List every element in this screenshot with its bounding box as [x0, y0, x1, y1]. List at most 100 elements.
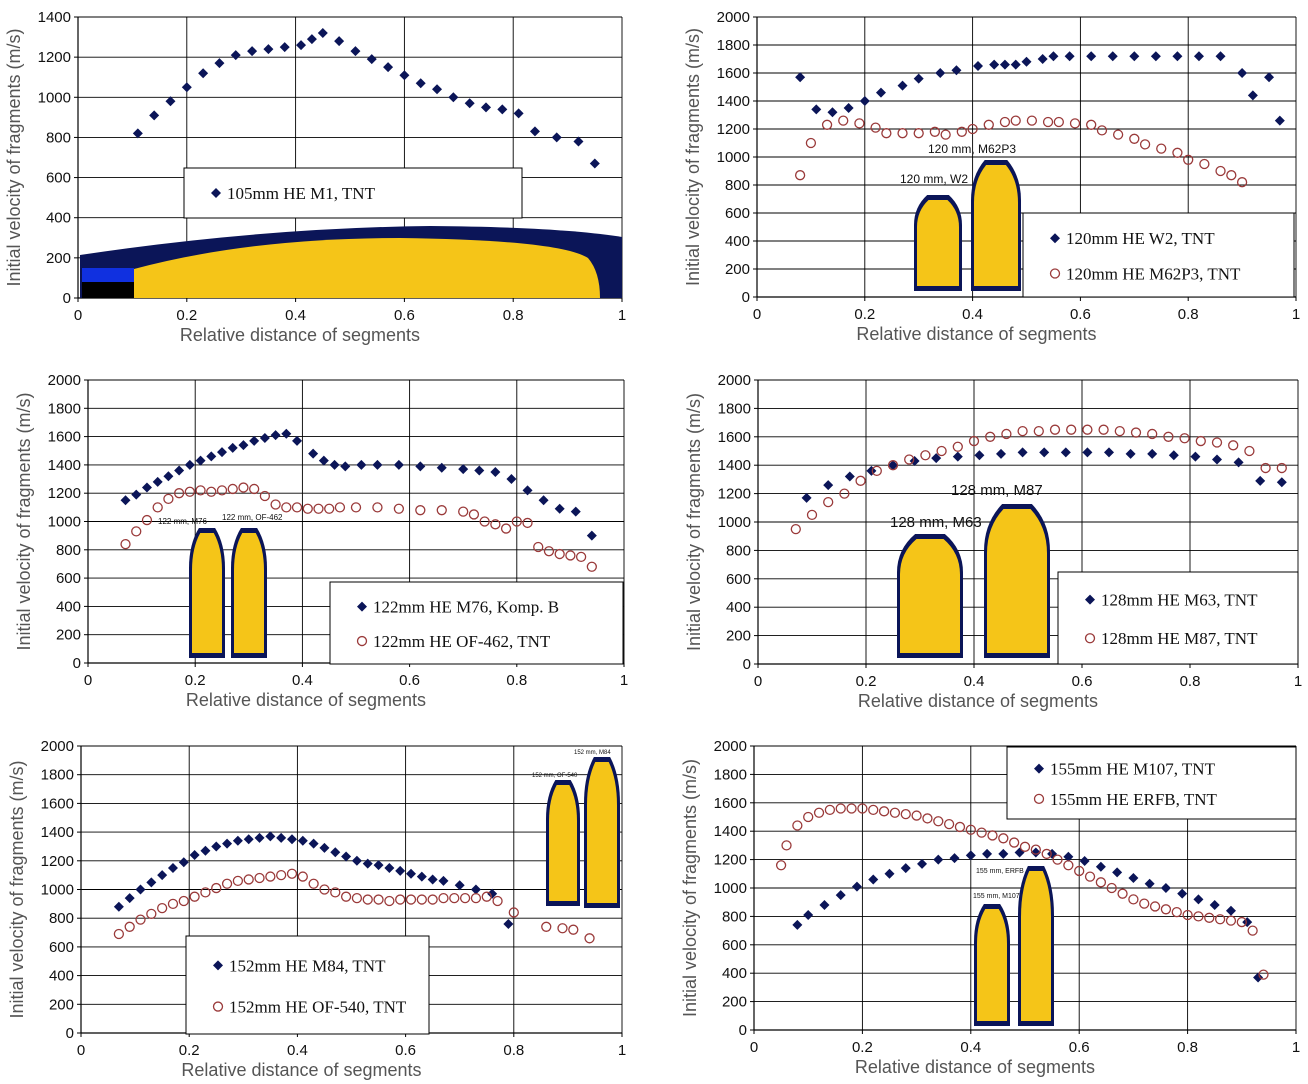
data-point-circle [871, 465, 882, 477]
x-tick-label: 1 [618, 307, 626, 324]
data-point-circle [362, 894, 373, 905]
x-tick-label: 1 [618, 1042, 626, 1059]
x-axis-label: Relative distance of segments [855, 1057, 1095, 1077]
shell-label: 128 mm, M63 [890, 514, 982, 531]
legend-box [1057, 571, 1299, 665]
data-point-diamond [803, 909, 814, 920]
data-point-diamond [1237, 68, 1248, 78]
data-point-circle [1052, 854, 1063, 865]
data-point-diamond [334, 36, 345, 47]
data-point-circle [541, 921, 552, 932]
data-point-circle [393, 503, 405, 514]
data-point-circle [195, 485, 206, 496]
x-tick-label: 0.4 [287, 1042, 308, 1059]
data-point-diamond [1150, 51, 1161, 62]
data-point-circle [854, 118, 865, 129]
data-point-diamond [1048, 51, 1059, 62]
data-point-circle [1195, 435, 1206, 447]
series-2 [120, 482, 597, 572]
series-1 [795, 51, 1285, 126]
data-point-diamond [243, 834, 254, 845]
shell-filling [192, 533, 222, 653]
chart-panel-5: 0 0.2 0.4 0.6 0.8 1 0 200 400 600 800 1000 1200 1400 1… [7, 738, 626, 1080]
data-point-diamond [227, 442, 238, 453]
data-point-circle [1236, 916, 1247, 928]
legend: 155mm HE M107, TNT 155mm HE ERFB, TNT [1006, 746, 1297, 820]
data-point-diamond [470, 884, 481, 895]
data-point-diamond [181, 82, 192, 93]
data-point-diamond [1193, 51, 1204, 62]
series-1 [113, 831, 514, 929]
y-tick-label: 1000 [38, 89, 71, 106]
y-tick-label: 200 [726, 628, 751, 645]
data-point-diamond [292, 435, 303, 446]
data-point-circle [1041, 848, 1052, 860]
data-point-diamond [551, 132, 562, 143]
data-point-diamond [249, 435, 260, 446]
y-tick-label: 2000 [48, 372, 81, 389]
data-point-diamond [1225, 905, 1236, 916]
y-axis-label: Initial velocity of fragments (m/s) [7, 760, 27, 1018]
y-tick-label: 1400 [38, 9, 71, 26]
data-point-circle [1086, 119, 1097, 130]
y-tick-label: 2000 [714, 738, 747, 755]
data-point-diamond [340, 461, 351, 472]
data-point-diamond [308, 448, 319, 459]
data-point-circle [575, 551, 587, 563]
legend-label: 122mm HE OF-462, TNT [373, 632, 551, 651]
data-point-diamond [1193, 894, 1204, 905]
y-tick-label: 0 [73, 655, 81, 672]
data-point-circle [1193, 911, 1204, 922]
data-point-diamond [146, 877, 157, 888]
data-point-diamond [254, 832, 265, 843]
legend-label: 128mm HE M87, TNT [1101, 629, 1258, 648]
data-point-diamond [1255, 475, 1266, 486]
data-point-diamond [319, 842, 330, 853]
data-point-circle [922, 813, 933, 824]
shell-filling [977, 909, 1007, 1021]
y-tick-label: 400 [726, 599, 751, 616]
y-tick-label: 1200 [718, 486, 751, 503]
data-point-circle [887, 460, 899, 471]
data-point-diamond [230, 50, 241, 61]
data-point-diamond [586, 530, 597, 541]
data-point-circle [565, 550, 576, 561]
shell-fuze [82, 268, 134, 282]
data-point-circle [881, 128, 892, 139]
data-point-diamond [1160, 883, 1171, 893]
data-point-circle [1017, 425, 1028, 437]
data-point-circle [243, 874, 254, 885]
data-point-diamond [972, 61, 983, 71]
data-point-circle [855, 475, 866, 486]
shell-base [82, 282, 134, 298]
data-point-circle [943, 818, 955, 830]
data-point-diamond [487, 888, 498, 899]
data-point-circle [952, 441, 963, 452]
data-point-circle [416, 894, 427, 905]
data-point-circle [956, 126, 967, 137]
data-point-diamond [163, 471, 174, 482]
x-tick-label: 0.4 [962, 306, 983, 323]
data-point-circle [211, 882, 222, 894]
data-point-circle [340, 891, 352, 902]
legend-marker-diamond [211, 188, 221, 198]
data-point-circle [254, 872, 265, 884]
data-point-circle [987, 830, 998, 841]
data-point-circle [913, 128, 924, 139]
data-point-circle [878, 806, 890, 817]
legend-marker-diamond [1050, 233, 1060, 244]
data-point-diamond [362, 858, 373, 869]
data-point-diamond [1030, 847, 1041, 858]
data-point-circle [1182, 909, 1193, 921]
data-point-diamond [1063, 851, 1074, 862]
data-point-diamond [330, 847, 341, 858]
chart-panel-3: 0 0.2 0.4 0.6 0.8 1 0 200 400 600 800 1000 1200 1400 1… [14, 372, 628, 710]
shell-illustration: 122 mm, M76 [158, 517, 225, 658]
data-point-diamond [811, 104, 822, 115]
legend-marker-circle [1084, 633, 1096, 644]
data-point-diamond [1147, 448, 1158, 459]
data-point-circle [1258, 969, 1269, 980]
data-point-circle [291, 502, 303, 513]
shell-filling [234, 533, 264, 653]
legend-marker-diamond [1034, 763, 1044, 774]
